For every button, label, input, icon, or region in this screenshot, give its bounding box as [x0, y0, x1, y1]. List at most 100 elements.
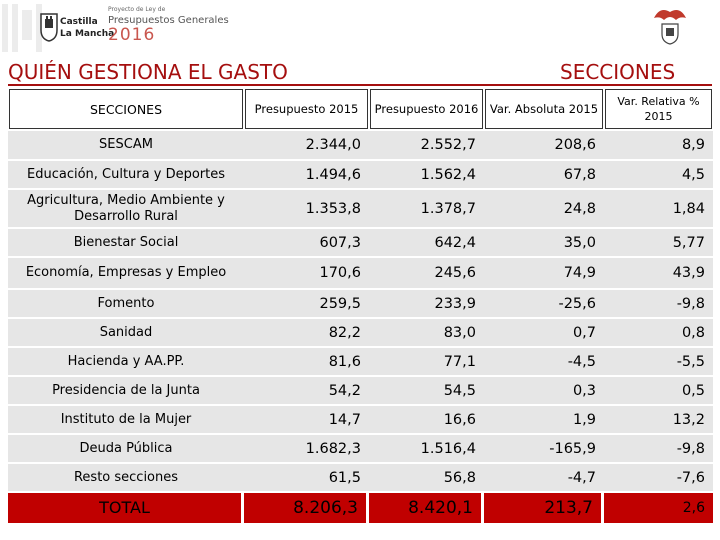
table-row: Presidencia de la Junta 54,2 54,5 0,3 0,5: [8, 377, 713, 404]
cell-value: 233,9: [369, 290, 484, 317]
cell-value: 607,3: [244, 229, 369, 256]
presupuestos-title: Presupuestos Generales: [108, 15, 229, 26]
table-row: Agricultura, Medio Ambiente y Desarrollo…: [8, 190, 713, 227]
cell-value: 0,3: [484, 377, 604, 404]
total-value: 8.420,1: [369, 493, 484, 523]
cell-value: 16,6: [369, 406, 484, 433]
cell-value: 170,6: [244, 258, 369, 288]
table-row: SESCAM 2.344,0 2.552,7 208,6 8,9: [8, 131, 713, 159]
cell-value: -9,8: [604, 435, 713, 462]
cell-value: 0,5: [604, 377, 713, 404]
row-label: Economía, Empresas y Empleo: [8, 258, 244, 288]
total-row: TOTAL 8.206,3 8.420,1 213,7 2,6: [8, 493, 713, 523]
table-row: Deuda Pública 1.682,3 1.516,4 -165,9 -9,8: [8, 435, 713, 462]
column-header: Presupuesto 2015: [244, 89, 369, 129]
cell-value: 61,5: [244, 464, 369, 491]
cell-value: 1.516,4: [369, 435, 484, 462]
section-title: SECCIONES: [560, 60, 676, 84]
cell-value: 13,2: [604, 406, 713, 433]
cell-value: 1.353,8: [244, 190, 369, 227]
cell-value: 54,2: [244, 377, 369, 404]
table-row: Sanidad 82,2 83,0 0,7 0,8: [8, 319, 713, 346]
cell-value: 642,4: [369, 229, 484, 256]
cell-value: 14,7: [244, 406, 369, 433]
brand-line-2: La Mancha: [60, 29, 115, 39]
table-row: Economía, Empresas y Empleo 170,6 245,6 74,…: [8, 258, 713, 288]
cell-value: 8,9: [604, 131, 713, 159]
brand-name: Castilla La Mancha: [60, 16, 114, 40]
cell-value: 67,8: [484, 161, 604, 188]
cell-value: 1.562,4: [369, 161, 484, 188]
column-header: Presupuesto 2016: [369, 89, 484, 129]
cell-value: 5,77: [604, 229, 713, 256]
row-label: Fomento: [8, 290, 244, 317]
cell-value: 35,0: [484, 229, 604, 256]
cell-value: 0,8: [604, 319, 713, 346]
table-body: SESCAM 2.344,0 2.552,7 208,6 8,9 Educación, C…: [8, 131, 713, 523]
cell-value: 208,6: [484, 131, 604, 159]
cell-value: 74,9: [484, 258, 604, 288]
cell-value: 2.552,7: [369, 131, 484, 159]
cell-value: -4,7: [484, 464, 604, 491]
cell-value: -7,6: [604, 464, 713, 491]
column-header-label: Presupuesto 2015: [245, 89, 368, 129]
column-header-label: Presupuesto 2016: [370, 89, 483, 129]
column-header-label: Var. Absoluta 2015: [485, 89, 603, 129]
brand-line-1: Castilla: [60, 17, 98, 27]
total-value: 2,6: [604, 493, 713, 523]
cell-value: 4,5: [604, 161, 713, 188]
cell-value: 2.344,0: [244, 131, 369, 159]
cell-value: 56,8: [369, 464, 484, 491]
cell-value: 82,2: [244, 319, 369, 346]
presupuestos-subtitle: Proyecto de Ley de: [108, 6, 166, 13]
presupuestos-year: 2016: [108, 25, 156, 45]
table-row: Instituto de la Mujer 14,7 16,6 1,9 13,2: [8, 406, 713, 433]
table-row: Bienestar Social 607,3 642,4 35,0 5,77: [8, 229, 713, 256]
column-header: Var. Absoluta 2015: [484, 89, 604, 129]
cell-value: 77,1: [369, 348, 484, 375]
cell-value: 1.682,3: [244, 435, 369, 462]
cell-value: -5,5: [604, 348, 713, 375]
row-label: Agricultura, Medio Ambiente y Desarrollo…: [8, 190, 244, 227]
row-label: SESCAM: [8, 131, 244, 159]
cell-value: 83,0: [369, 319, 484, 346]
cell-value: -9,8: [604, 290, 713, 317]
table-row: Fomento 259,5 233,9 -25,6 -9,8: [8, 290, 713, 317]
cell-value: -25,6: [484, 290, 604, 317]
row-label: Deuda Pública: [8, 435, 244, 462]
cell-value: 1,84: [604, 190, 713, 227]
total-value: 213,7: [484, 493, 604, 523]
cell-value: 24,8: [484, 190, 604, 227]
cell-value: 0,7: [484, 319, 604, 346]
row-label: Sanidad: [8, 319, 244, 346]
row-label: Hacienda y AA.PP.: [8, 348, 244, 375]
row-label: Instituto de la Mujer: [8, 406, 244, 433]
row-label: Bienestar Social: [8, 229, 244, 256]
table-row: Resto secciones 61,5 56,8 -4,7 -7,6: [8, 464, 713, 491]
cell-value: 1.494,6: [244, 161, 369, 188]
table-header-row: SECCIONES Presupuesto 2015 Presupuesto 2…: [8, 89, 713, 129]
cell-value: -165,9: [484, 435, 604, 462]
row-label: Presidencia de la Junta: [8, 377, 244, 404]
total-value: 8.206,3: [244, 493, 369, 523]
table-row: Educación, Cultura y Deportes 1.494,6 1.56…: [8, 161, 713, 188]
watermark-emblem-icon: [2, 4, 42, 52]
page-title: QUIÉN GESTIONA EL GASTO: [8, 60, 288, 84]
table-row: Hacienda y AA.PP. 81,6 77,1 -4,5 -5,5: [8, 348, 713, 375]
header-banner: Castilla La Mancha Proyecto de Ley de Pr…: [0, 0, 720, 58]
column-header-label: SECCIONES: [9, 89, 243, 129]
total-label: TOTAL: [8, 493, 244, 523]
row-label: Educación, Cultura y Deportes: [8, 161, 244, 188]
row-label: Resto secciones: [8, 464, 244, 491]
column-header-label: Var. Relativa % 2015: [605, 89, 712, 129]
coat-of-arms-icon: [40, 13, 58, 42]
cell-value: 43,9: [604, 258, 713, 288]
column-header: SECCIONES: [8, 89, 244, 129]
cell-value: -4,5: [484, 348, 604, 375]
cell-value: 245,6: [369, 258, 484, 288]
column-header: Var. Relativa % 2015: [604, 89, 713, 129]
cell-value: 54,5: [369, 377, 484, 404]
regional-logo-icon: [654, 10, 686, 45]
cell-value: 259,5: [244, 290, 369, 317]
cell-value: 1.378,7: [369, 190, 484, 227]
